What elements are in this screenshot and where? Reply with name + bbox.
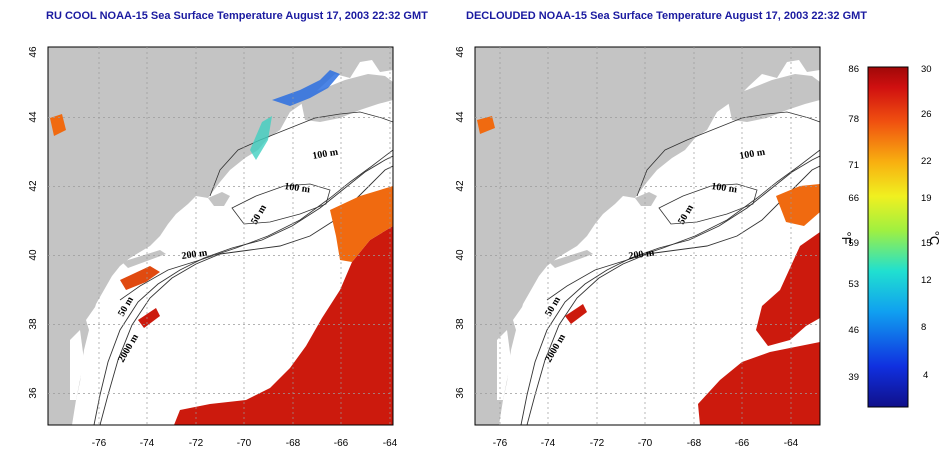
left-lon-label-66: -66 [334, 438, 349, 449]
f-tick-71: 71 [848, 160, 859, 171]
right-map-shelf-contour [546, 149, 820, 301]
c-tick-30: 30 [921, 64, 932, 75]
right-lat-label-40: 40 [455, 249, 466, 261]
colorbar: 86 78 71 66 59 53 46 39 30 26 22 19 15 1… [839, 64, 942, 408]
right-lon-label-70: -70 [638, 438, 653, 449]
left-lat-label-40: 40 [28, 249, 39, 261]
right-lon-label-76: -76 [493, 438, 508, 449]
right-map-lon-labels: -76 -74 -72 -70 -68 -66 -64 [493, 438, 799, 449]
left-map-title: RU COOL NOAA-15 Sea Surface Temperature … [46, 10, 428, 22]
colorbar-fahrenheit-label: °F [839, 231, 854, 244]
colorbar-celsius-label: °C [927, 231, 942, 246]
right-map-delaware-bay [513, 300, 531, 340]
right-lat-label-38: 38 [455, 318, 466, 330]
right-map: 100 m 100 m 50 m 200 m 50 m 2000 m 46 44… [455, 46, 821, 449]
left-map-orange-patch [330, 186, 393, 262]
f-tick-86: 86 [848, 64, 859, 75]
left-map-cold-patch [272, 70, 340, 106]
right-map-chesapeake [497, 330, 511, 400]
c-tick-22: 22 [921, 156, 932, 167]
left-map-georges-contour [231, 183, 331, 225]
right-lon-label-72: -72 [590, 438, 605, 449]
colorbar-gradient [867, 66, 909, 408]
left-map-nova-scotia [300, 74, 393, 122]
c-tick-15: 15 [921, 238, 932, 249]
right-lon-label-68: -68 [687, 438, 702, 449]
left-map-frame [47, 46, 394, 426]
colorbar-fahrenheit-ticks: 86 78 71 66 59 53 46 39 [848, 64, 859, 383]
right-lat-label-42: 42 [455, 180, 466, 192]
left-map-warm-sea [174, 226, 393, 425]
left-map-isobath-inner [93, 155, 393, 425]
f-tick-53: 53 [848, 279, 859, 290]
left-map: 100 m 100 m 50 m 200 m 50 m 2000 m 46 44… [28, 46, 398, 449]
right-isobath-label-100-lower: 100 m [711, 181, 739, 196]
left-map-isobath-outer [99, 165, 393, 425]
left-lat-label-38: 38 [28, 318, 39, 330]
left-map-lon-labels: -76 -74 -72 -70 -68 -66 -64 [92, 438, 398, 449]
left-map-west-spot [50, 114, 66, 136]
right-map-warm-sea-south [698, 342, 820, 425]
right-map-long-island [549, 250, 593, 268]
left-map-chesapeake [70, 330, 84, 400]
right-isobath-label-200: 200 m [628, 247, 656, 262]
right-lat-label-36: 36 [455, 387, 466, 399]
c-tick-12: 12 [921, 275, 932, 286]
left-lat-label-44: 44 [28, 111, 39, 123]
left-lon-label-64: -64 [383, 438, 398, 449]
left-lat-label-36: 36 [28, 387, 39, 399]
left-map-coastal-warm-2 [138, 308, 160, 328]
right-lat-label-46: 46 [455, 46, 466, 58]
left-lat-label-46: 46 [28, 46, 39, 58]
left-map-cool-patch [250, 116, 272, 160]
right-lon-label-66: -66 [735, 438, 750, 449]
left-map-gulf-maine-contour [209, 111, 393, 197]
left-lon-label-70: -70 [237, 438, 252, 449]
right-map-orange-patch [776, 184, 820, 226]
left-map-shelf-contour [119, 149, 393, 301]
left-map-long-island [122, 250, 166, 268]
right-map-title: DECLOUDED NOAA-15 Sea Surface Temperatur… [466, 10, 868, 22]
left-map-lat-labels: 46 44 42 40 38 36 [28, 46, 39, 399]
left-lon-label-76: -76 [92, 438, 107, 449]
f-tick-46: 46 [848, 325, 859, 336]
right-map-lat-labels: 46 44 42 40 38 36 [455, 46, 466, 399]
right-map-nova-scotia [727, 74, 820, 122]
left-map-delaware-bay [86, 300, 104, 340]
left-isobath-label-200: 200 m [181, 247, 209, 262]
c-tick-4: 4 [923, 370, 928, 381]
left-map-grid [48, 47, 393, 425]
right-map-land [475, 47, 820, 425]
right-map-grid [475, 47, 820, 425]
right-map-west-spot [477, 116, 495, 134]
right-lon-label-74: -74 [541, 438, 556, 449]
left-map-coastal-warm [120, 266, 160, 290]
colorbar-celsius-ticks: 30 26 22 19 15 12 8 4 [921, 64, 932, 381]
f-tick-59: 59 [848, 238, 859, 249]
right-isobath-label-100-upper: 100 m [739, 147, 767, 162]
left-map-land [48, 47, 393, 425]
right-map-warm-sea [756, 232, 820, 346]
left-lon-label-68: -68 [286, 438, 301, 449]
right-map-frame [474, 46, 821, 426]
left-isobath-label-100-upper: 100 m [312, 147, 340, 162]
right-map-cape-cod [635, 192, 657, 206]
c-tick-26: 26 [921, 109, 932, 120]
c-tick-8: 8 [921, 322, 926, 333]
left-lon-label-74: -74 [140, 438, 155, 449]
right-map-coastal-warm [565, 304, 587, 324]
left-lat-label-42: 42 [28, 180, 39, 192]
left-lon-label-72: -72 [189, 438, 204, 449]
c-tick-19: 19 [921, 193, 932, 204]
f-tick-39: 39 [848, 372, 859, 383]
f-tick-66: 66 [848, 193, 859, 204]
f-tick-78: 78 [848, 114, 859, 125]
right-map-georges-contour [658, 183, 758, 225]
right-map-gulf-maine-contour [636, 111, 820, 197]
left-isobath-label-100-lower: 100 m [284, 181, 312, 196]
right-lon-label-64: -64 [784, 438, 799, 449]
right-lat-label-44: 44 [455, 111, 466, 123]
left-map-cape-cod [208, 192, 230, 206]
